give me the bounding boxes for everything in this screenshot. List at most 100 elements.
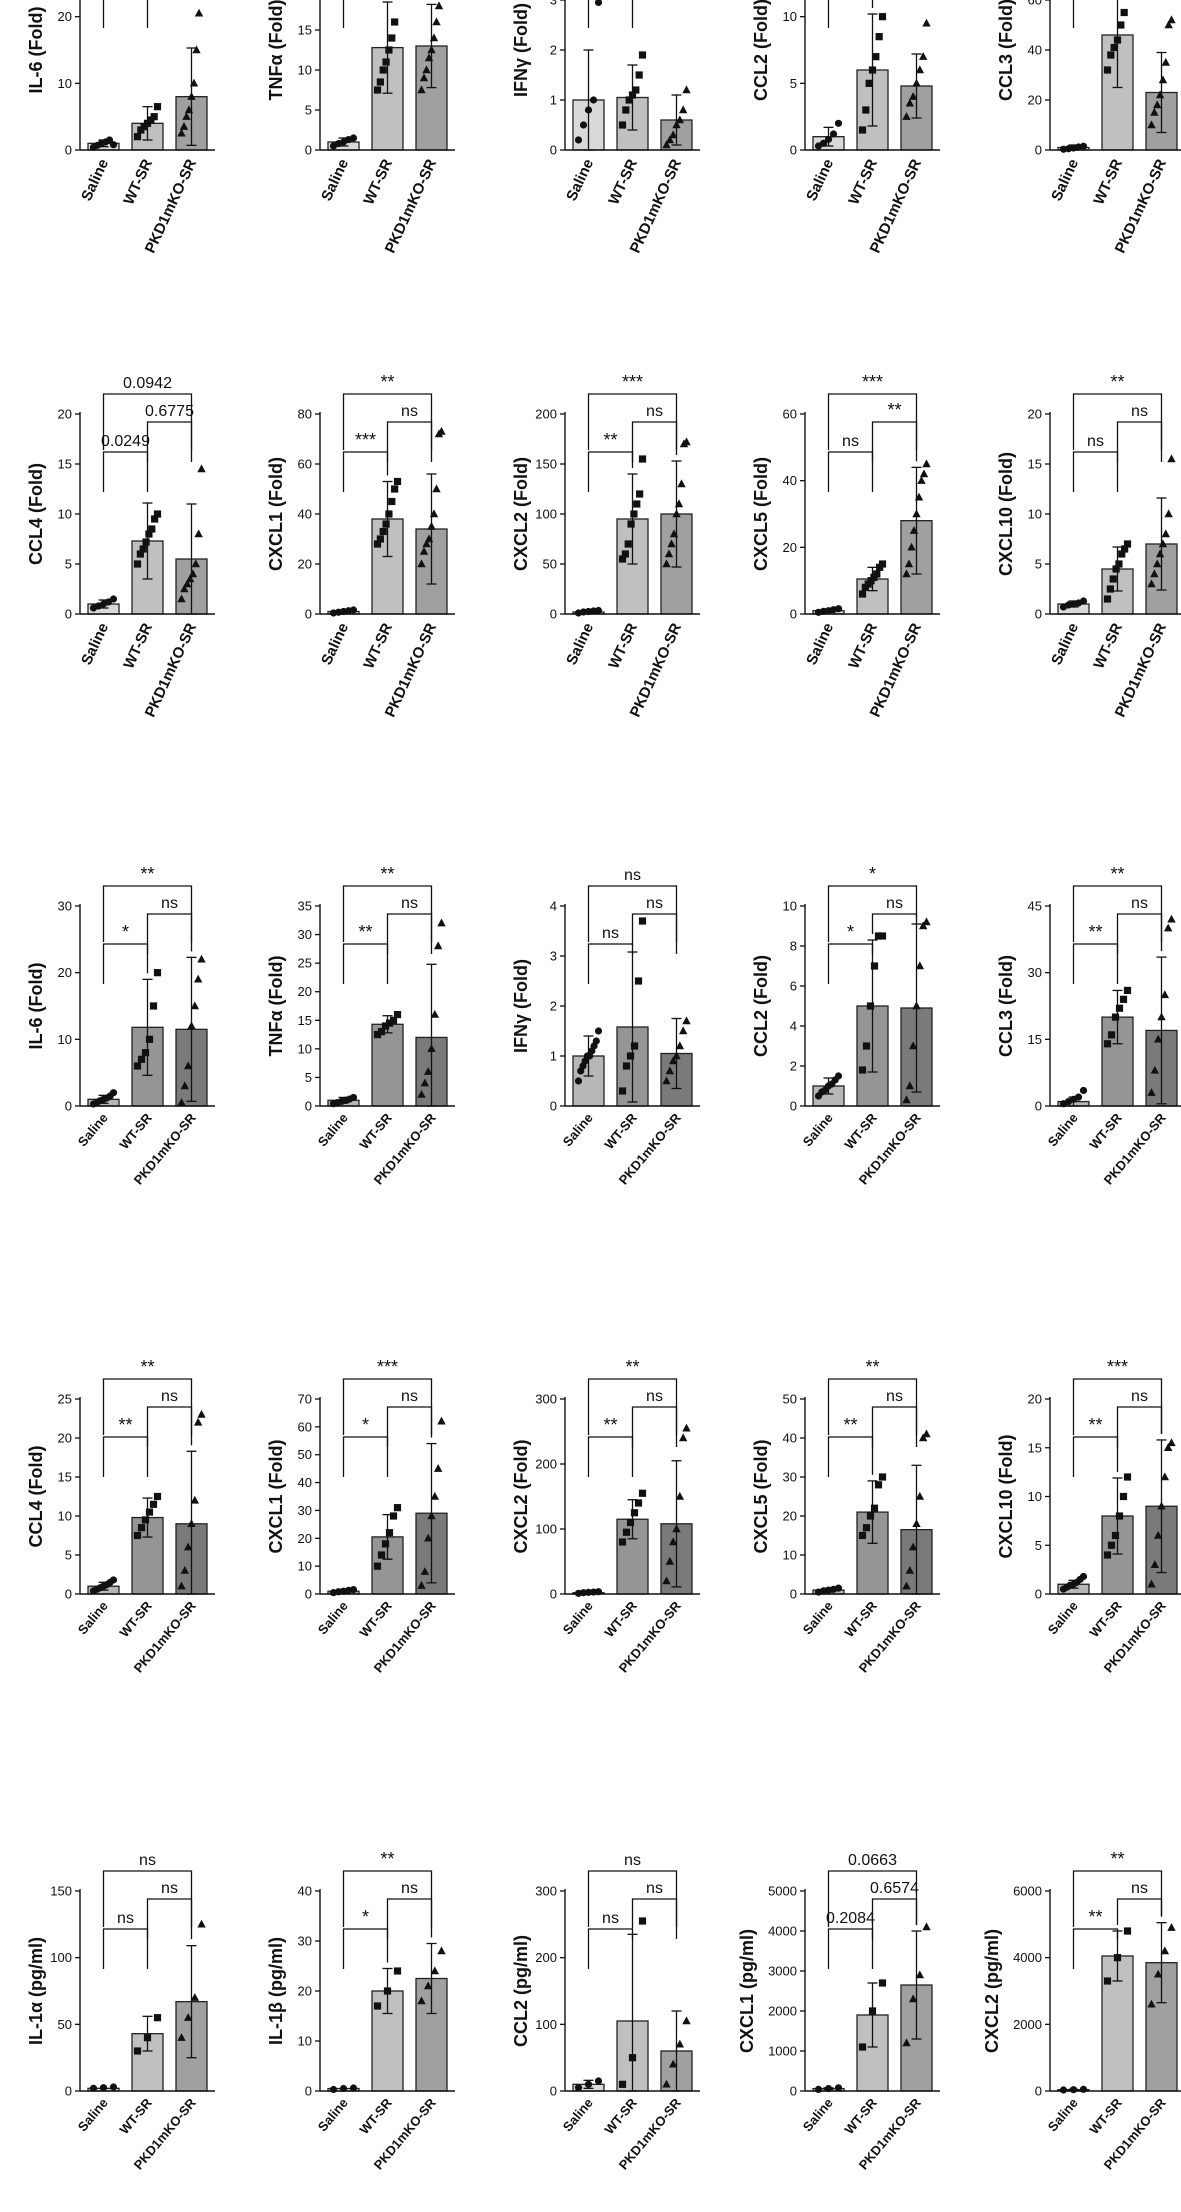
category-label-wt-sr: WT-SR xyxy=(116,2095,155,2137)
significance-label: ns xyxy=(117,1910,134,1927)
y-tick-label: 60 xyxy=(783,407,797,422)
category-label-wt-sr: WT-SR xyxy=(605,620,641,671)
data-point xyxy=(187,1519,196,1527)
y-tick-label: 20 xyxy=(783,540,797,555)
significance-label: ** xyxy=(358,922,372,942)
y-tick-label: 15 xyxy=(1028,457,1042,472)
data-point xyxy=(662,2079,671,2088)
data-point xyxy=(1147,1999,1156,2008)
significance-label: ns xyxy=(602,1910,619,1927)
y-tick-label: 3 xyxy=(550,949,557,964)
data-point xyxy=(376,535,384,543)
significance-bracket xyxy=(1072,885,1163,942)
significance-label: ns xyxy=(646,1388,663,1405)
data-point xyxy=(618,121,627,129)
significance-label: * xyxy=(122,922,129,942)
data-point xyxy=(858,1066,867,1074)
data-point xyxy=(1163,923,1173,932)
data-point xyxy=(834,1072,843,1080)
significance-label: ** xyxy=(380,1849,394,1869)
data-point xyxy=(874,1481,883,1489)
data-point xyxy=(618,555,627,563)
error-bar xyxy=(142,978,153,1076)
category-label-wt-sr: WT-SR xyxy=(601,2095,640,2137)
significance-label: ** xyxy=(625,1357,639,1377)
data-point xyxy=(423,1533,433,1542)
y-tick-label: 5 xyxy=(1035,557,1042,572)
y-tick-label: 5 xyxy=(65,1548,72,1563)
significance-label: ** xyxy=(1110,1849,1124,1869)
data-point xyxy=(1118,550,1126,558)
data-point xyxy=(148,525,156,533)
data-point xyxy=(190,1001,200,1010)
data-point xyxy=(373,1030,382,1039)
y-tick-label: 10 xyxy=(783,1548,797,1563)
y-axis-label: IL-1β (pg/ml) xyxy=(266,1937,286,2045)
error-bar xyxy=(911,1930,922,2040)
category-label-saline: Saline xyxy=(803,157,837,204)
data-point xyxy=(420,1567,430,1575)
category-label-wt-sr: WT-SR xyxy=(1086,1110,1125,1152)
error-bar xyxy=(186,956,197,1102)
significance-bracket xyxy=(587,0,634,28)
data-point xyxy=(193,974,203,983)
data-point xyxy=(626,1052,635,1060)
data-point xyxy=(872,53,880,61)
y-tick-label: 5 xyxy=(790,76,797,91)
data-point xyxy=(189,78,199,87)
significance-bracket xyxy=(827,0,874,28)
data-point xyxy=(902,112,911,120)
data-point xyxy=(389,1512,398,1520)
category-label-saline: Saline xyxy=(318,157,352,204)
error-bar xyxy=(1156,956,1167,1105)
significance-label: ns xyxy=(1087,433,1104,450)
y-tick-label: 25 xyxy=(58,1392,72,1407)
y-tick-label: 5 xyxy=(305,1070,312,1085)
significance-label: *** xyxy=(355,430,376,450)
data-point xyxy=(1115,1512,1124,1520)
data-point xyxy=(417,85,426,94)
significance-bracket xyxy=(1072,393,1163,450)
data-point xyxy=(905,1081,915,1090)
data-point xyxy=(594,1027,603,1035)
y-tick-label: 10 xyxy=(1028,507,1042,522)
y-axis-label: CXCL5 (Fold) xyxy=(751,1440,771,1554)
y-tick-label: 0 xyxy=(790,1099,797,1114)
y-tick-label: 0 xyxy=(65,2084,72,2099)
data-point xyxy=(180,1081,190,1090)
data-point xyxy=(636,490,644,498)
data-point xyxy=(618,1538,627,1546)
significance-label: ** xyxy=(1110,864,1124,884)
data-point xyxy=(662,1576,671,1585)
data-point xyxy=(153,969,162,977)
data-point xyxy=(109,141,118,149)
y-tick-label: 40 xyxy=(783,473,797,488)
significance-bracket xyxy=(102,1378,193,1435)
data-point xyxy=(908,1994,918,2003)
data-point xyxy=(902,1581,911,1590)
data-point xyxy=(349,2084,358,2092)
data-point xyxy=(373,2002,382,2010)
data-point xyxy=(914,492,924,501)
data-point xyxy=(417,1089,426,1098)
data-point xyxy=(1147,1088,1156,1096)
data-point xyxy=(382,58,390,66)
chart-panel-2: 0510152025TNFα (Fold)SalineWT-SRPKD1mKO-… xyxy=(266,0,455,256)
data-point xyxy=(1160,990,1170,999)
data-point xyxy=(1157,1501,1166,1510)
y-axis-label: CCL2 (Fold) xyxy=(751,0,771,101)
category-label-wt-sr: WT-SR xyxy=(845,156,881,207)
data-point xyxy=(682,1016,691,1025)
data-point xyxy=(385,1019,394,1027)
significance-label: ** xyxy=(140,864,154,884)
data-point xyxy=(873,570,881,578)
data-point xyxy=(153,103,162,111)
y-tick-label: 10 xyxy=(298,2034,312,2049)
significance-bracket xyxy=(102,1870,193,1927)
data-point xyxy=(638,1917,647,1925)
significance-bracket xyxy=(342,393,433,450)
significance-label: ns xyxy=(161,895,178,912)
